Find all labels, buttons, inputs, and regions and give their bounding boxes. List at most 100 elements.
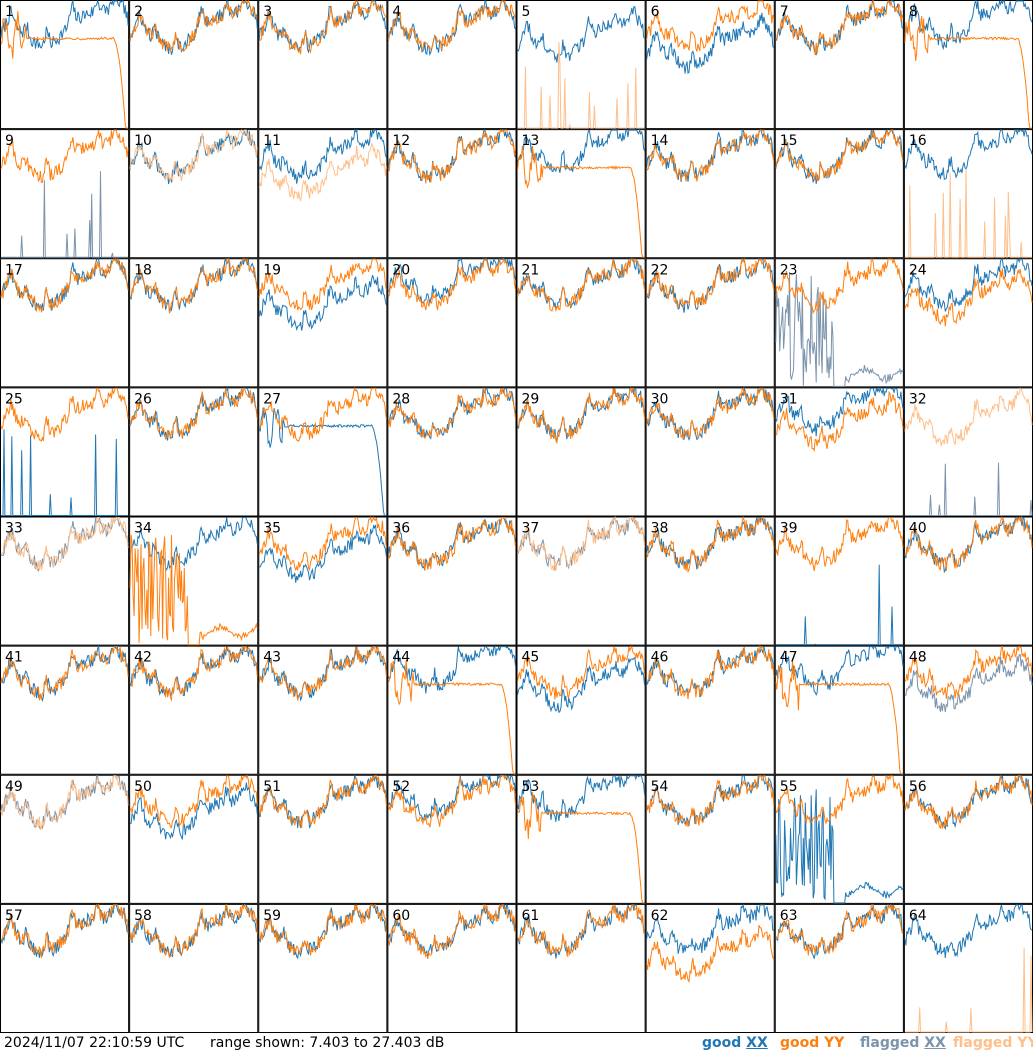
panel-59: 59: [258, 903, 388, 1033]
panel-label: 1: [5, 4, 14, 20]
panel-22: 22: [645, 257, 775, 388]
series-xx-good: [904, 128, 1033, 180]
series-yy-good: [646, 257, 775, 308]
series-xx-good: [387, 645, 516, 694]
panel-frame: [387, 129, 517, 259]
panel-label: 7: [780, 4, 789, 20]
panel-label: 35: [263, 521, 281, 537]
series-yy-good: [517, 645, 646, 700]
panel-25: 25: [0, 387, 130, 517]
panel-label: 45: [522, 650, 540, 666]
panel-frame: [516, 903, 646, 1033]
panel-label: 16: [909, 133, 927, 149]
panel-11: 11: [258, 128, 388, 259]
panel-10: 10: [129, 129, 259, 259]
panel-label: 40: [909, 521, 927, 537]
panel-label: 22: [651, 262, 669, 278]
series-yy-flagged: [0, 516, 129, 571]
panel-label: 25: [5, 391, 23, 407]
panel-label: 14: [651, 133, 669, 149]
series-yy-good: [258, 775, 387, 829]
series-yy-flagged: [904, 947, 1033, 1033]
panel-31: 31: [774, 386, 904, 517]
series-yy-good: [0, 129, 129, 183]
panel-label: 48: [909, 650, 927, 666]
panel-label: 24: [909, 262, 927, 278]
panel-21: 21: [516, 258, 646, 388]
panel-label: 49: [5, 779, 23, 795]
panel-42: 42: [129, 645, 259, 775]
panel-label: 63: [780, 908, 798, 924]
panel-label: 26: [134, 391, 152, 407]
series-xx-flagged: [904, 462, 1033, 516]
panel-6: 6: [645, 0, 775, 130]
panel-frame: [645, 645, 775, 775]
panel-53: 53: [516, 774, 646, 904]
panel-label: 11: [263, 133, 281, 149]
panel-56: 56: [903, 774, 1033, 904]
panel-frame: [129, 258, 259, 388]
panel-label: 44: [392, 650, 410, 666]
panel-48: 48: [903, 645, 1033, 775]
series-xx-good: [775, 564, 903, 646]
panel-frame: [774, 645, 904, 775]
panel-frame: [516, 774, 646, 904]
panel-14: 14: [645, 129, 775, 259]
panel-frame: [645, 0, 775, 130]
panel-label: 53: [522, 779, 540, 795]
series-yy-good: [258, 386, 387, 443]
panel-38: 38: [645, 515, 775, 646]
panel-frame: [903, 387, 1033, 517]
panel-frame: [0, 0, 130, 130]
series-yy-good: [646, 387, 775, 439]
series-xx-good: [646, 517, 775, 571]
panel-frame: [129, 129, 259, 259]
panel-28: 28: [387, 387, 517, 517]
panel-2: 2: [129, 0, 259, 130]
panel-label: 38: [651, 521, 669, 537]
timestamp: 2024/11/07 22:10:59 UTC: [4, 1035, 185, 1051]
panel-frame: [774, 0, 904, 130]
panel-label: 29: [522, 391, 540, 407]
series-yy-good: [387, 128, 516, 184]
panel-label: 23: [780, 262, 798, 278]
series-yy-flagged: [0, 775, 129, 831]
panel-24: 24: [903, 258, 1033, 388]
panel-label: 18: [134, 262, 152, 278]
series-yy-flagged: [258, 142, 387, 202]
legend-good-yy: good YY: [780, 1035, 845, 1051]
series-xx-good: [259, 524, 387, 583]
series-yy-good: [775, 0, 904, 55]
panel-label: 13: [522, 133, 540, 149]
series-yy-good: [646, 925, 775, 984]
series-xx-good: [775, 903, 903, 959]
panel-41: 41: [0, 644, 130, 775]
panel-40: 40: [903, 515, 1033, 646]
panel-46: 46: [645, 644, 775, 775]
panel-43: 43: [258, 645, 388, 775]
panel-frame: [903, 903, 1033, 1033]
panel-16: 16: [903, 128, 1033, 259]
panel-26: 26: [129, 386, 259, 517]
legend-good-xx: good XX: [702, 1035, 768, 1051]
series-xx-good: [904, 904, 1033, 958]
series-yy-flagged: [517, 42, 645, 129]
panel-frame: [258, 129, 388, 259]
panel-frame: [258, 774, 388, 904]
panel-frame: [903, 645, 1033, 775]
panel-label: 8: [909, 4, 918, 20]
panel-50: 50: [129, 774, 259, 904]
series-yy-good: [646, 0, 775, 52]
panel-frame: [645, 516, 775, 646]
panel-44: 44: [387, 645, 517, 775]
series-xx-good: [646, 902, 774, 954]
series-xx-good: [904, 0, 1033, 51]
series-yy-good: [387, 660, 516, 775]
series-yy-good: [129, 0, 258, 52]
panel-52: 52: [387, 774, 517, 904]
panel-frame: [0, 516, 130, 646]
series-xx-good: [129, 386, 258, 441]
panel-label: 46: [651, 650, 669, 666]
panel-39: 39: [774, 516, 904, 646]
